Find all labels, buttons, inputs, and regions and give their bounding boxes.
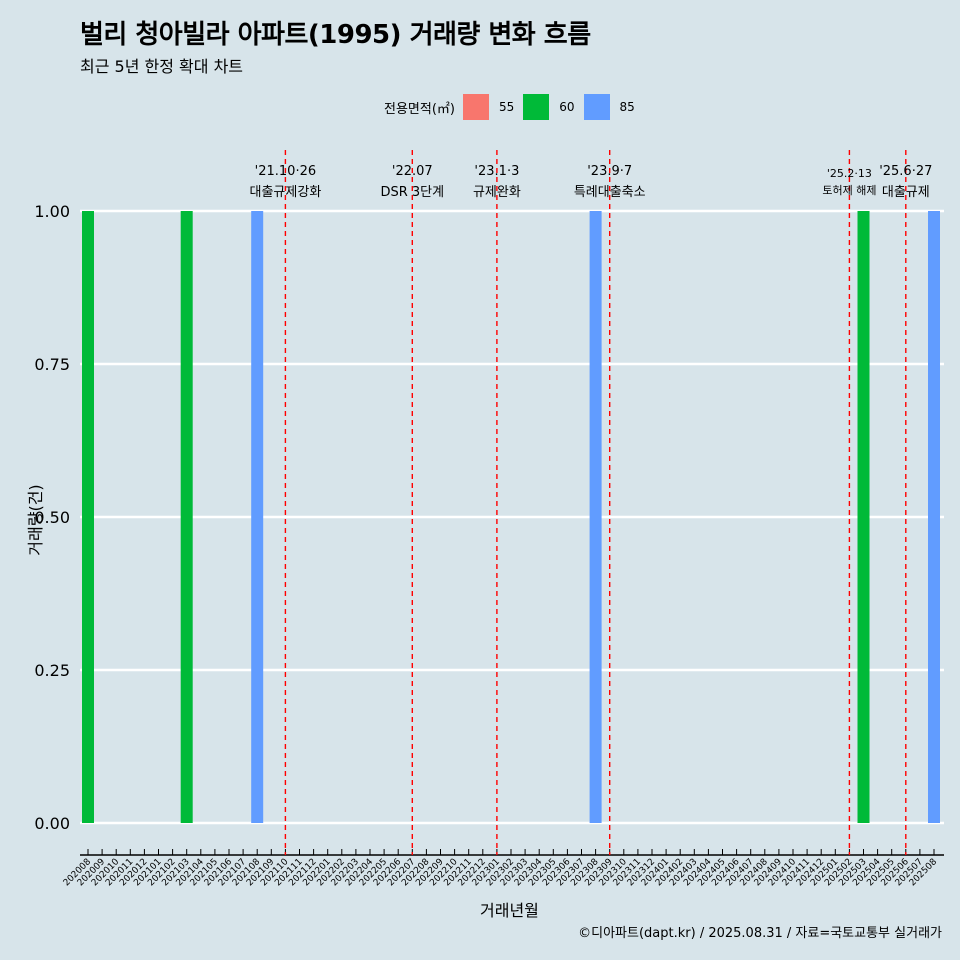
legend-label-85: 85 — [619, 100, 635, 114]
event-label: DSR 3단계 — [380, 185, 444, 200]
bar-85 — [589, 211, 602, 823]
y-axis-title: 거래량(건) — [14, 484, 54, 555]
legend: 전용면적(㎡) 55 60 85 — [384, 93, 644, 121]
y-tick-label: 0.00 — [34, 814, 70, 833]
y-tick-label: 0.25 — [34, 661, 70, 680]
legend-item-60: 60 — [523, 94, 575, 120]
source-caption: ©디아파트(dapt.kr) / 2025.08.31 / 자료=국토교통부 실… — [578, 926, 942, 941]
y-axis-title-text: 거래량(건) — [26, 484, 45, 556]
chart-subtitle: 최근 5년 한정 확대 차트 — [80, 57, 244, 76]
legend-item-85: 85 — [583, 94, 635, 120]
legend-swatch-85 — [583, 94, 610, 120]
legend-item-55: 55 — [462, 94, 515, 120]
bar-85 — [928, 211, 940, 823]
x-axis-title: 거래년월 — [480, 901, 539, 920]
event-label: 토허제 해제 — [822, 183, 876, 197]
event-label: 특례대출축소 — [574, 185, 646, 200]
event-date: '25.2·13 — [827, 167, 872, 180]
chart-title: 벌리 청아빌라 아파트(1995) 거래량 변화 흐름 — [80, 20, 591, 50]
event-date: '21.10·26 — [255, 164, 316, 179]
y-tick-label: 0.75 — [34, 355, 70, 374]
event-date: '23.1·3 — [474, 164, 519, 179]
event-date: '25.6·27 — [879, 164, 932, 179]
event-label: 대출규제 — [882, 185, 930, 200]
legend-label-55: 55 — [498, 100, 515, 114]
bar-85 — [251, 211, 264, 823]
bar-60 — [180, 211, 193, 823]
bar-60 — [857, 211, 870, 823]
event-label: 규제완화 — [473, 185, 521, 200]
event-label: 대출규제강화 — [250, 185, 322, 200]
legend-label-60: 60 — [559, 100, 575, 114]
legend-swatch-60 — [523, 94, 550, 120]
event-date: '22.07 — [392, 164, 433, 179]
y-tick-label: 1.00 — [34, 202, 70, 221]
bar-60 — [82, 211, 94, 823]
legend-title: 전용면적(㎡) — [384, 101, 455, 117]
event-date: '23.9·7 — [587, 164, 632, 179]
legend-swatch-55 — [462, 94, 489, 120]
y-tick-label: 0.50 — [34, 508, 70, 527]
